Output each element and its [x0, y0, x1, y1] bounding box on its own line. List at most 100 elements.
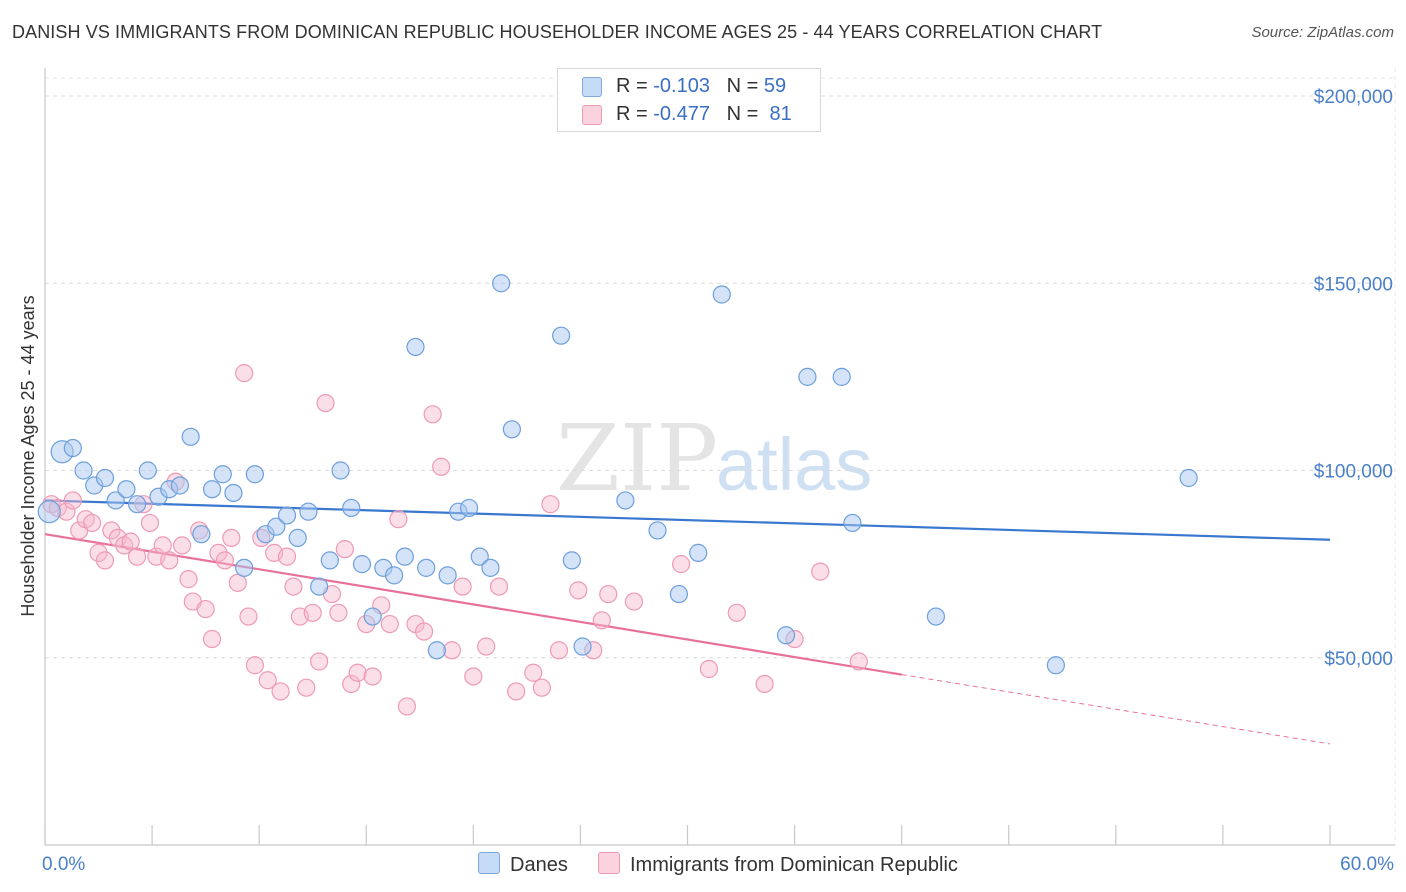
danes-point	[669, 584, 689, 604]
dominican-point	[172, 536, 192, 555]
dominican-point	[297, 678, 316, 697]
correlation-legend: R = -0.103 N = 59 R = -0.477 N = 81	[557, 68, 821, 132]
danes-point	[277, 506, 297, 525]
dominican-legend-swatch	[598, 852, 620, 874]
danes-point	[470, 547, 489, 566]
danes-point	[427, 641, 447, 660]
dominican-point	[477, 637, 496, 656]
dominican-point	[277, 547, 297, 566]
danes-swatch	[582, 77, 602, 97]
danes-point	[320, 551, 339, 570]
chart-title: DANISH VS IMMIGRANTS FROM DOMINICAN REPU…	[12, 22, 1103, 42]
legend-row-danes: R = -0.103 N = 59	[558, 73, 820, 101]
danes-point	[438, 566, 457, 585]
danes-point	[832, 367, 851, 386]
danes-point	[245, 465, 264, 484]
danes-point	[459, 498, 479, 518]
dominican-point	[727, 603, 746, 622]
danes-point	[299, 502, 318, 521]
legend-item-dominican: Immigrants from Dominican Republic	[598, 852, 958, 877]
danes-point	[342, 498, 361, 518]
dominican-point	[849, 652, 868, 671]
legend-row-dominican: R = -0.477 N = 81	[558, 101, 820, 129]
dominican-point	[414, 622, 434, 641]
dominican-point	[599, 584, 618, 604]
dominican-point	[89, 543, 108, 562]
danes-point	[395, 547, 414, 566]
dominican-point	[235, 364, 254, 383]
legend-r-label: R =	[616, 103, 654, 125]
dominican-point	[342, 674, 361, 694]
dominican-point	[140, 513, 160, 533]
dominican-point	[102, 521, 121, 540]
danes-point	[492, 274, 511, 293]
danes-point	[573, 637, 592, 656]
dominican-point	[699, 659, 719, 679]
series-legend: Danes Immigrants from Dominican Republic	[0, 852, 1406, 878]
danes-point	[926, 607, 946, 626]
dominican-point	[569, 581, 588, 600]
dominican-point	[592, 611, 611, 630]
dominican-point	[755, 674, 774, 694]
x-tick-label: 0.0%	[42, 854, 85, 875]
danes-point	[170, 476, 190, 495]
dominican-point	[127, 547, 147, 566]
dominican-point	[215, 551, 234, 570]
dominican-point	[271, 682, 290, 701]
dominican-point	[329, 603, 348, 622]
danes-point	[117, 480, 136, 499]
danes-point	[552, 326, 571, 345]
dominican-point	[363, 667, 382, 686]
dominican-point	[348, 663, 367, 682]
dominican-trend-line	[44, 533, 902, 676]
y-tick-label: $50,000	[1324, 649, 1393, 670]
danes-point	[95, 468, 115, 488]
danes-point	[352, 555, 372, 574]
dominican-point	[303, 603, 322, 622]
danes-point	[331, 461, 350, 480]
danes-point	[776, 626, 796, 645]
dominican-point	[453, 577, 472, 596]
dominican-point	[228, 573, 247, 592]
y-tick-label: $100,000	[1314, 462, 1393, 483]
danes-point	[363, 607, 382, 626]
dominican-point	[196, 599, 215, 619]
danes-point	[689, 543, 708, 562]
dominican-point	[423, 405, 442, 424]
danes-legend-label: Danes	[510, 854, 568, 876]
dominican-point	[310, 652, 329, 671]
danes-point	[202, 480, 222, 499]
danes-point	[192, 525, 211, 544]
dominican-point	[541, 495, 560, 514]
dominican-point	[549, 641, 569, 660]
legend-r-value: -0.103	[653, 75, 710, 97]
dominican-point	[95, 551, 115, 570]
dominican-point	[153, 536, 172, 555]
danes-point	[224, 483, 243, 503]
danes-point	[562, 551, 581, 570]
danes-point	[267, 517, 286, 536]
danes-point	[1179, 468, 1198, 488]
danes-point	[288, 528, 307, 548]
dominican-point	[397, 697, 417, 716]
dominican-point	[258, 671, 277, 690]
danes-point	[648, 521, 667, 540]
danes-point	[502, 420, 521, 439]
y-tick-label: $150,000	[1314, 274, 1393, 295]
danes-point	[181, 427, 200, 446]
y-tick-label: $200,000	[1314, 87, 1393, 108]
dominican-point	[160, 551, 179, 570]
dominican-point	[624, 592, 644, 611]
dominican-point	[209, 543, 228, 562]
dominican-point	[671, 555, 691, 574]
legend-item-danes: Danes	[478, 852, 568, 877]
danes-point	[1046, 656, 1065, 675]
legend-n-value: 81	[769, 103, 792, 125]
danes-legend-swatch	[478, 852, 500, 874]
danes-point	[310, 577, 329, 596]
dominican-point	[811, 562, 830, 581]
dominican-point	[335, 540, 354, 559]
danes-point	[63, 438, 82, 458]
danes-point	[213, 465, 232, 484]
legend-r-value: -0.477	[653, 103, 710, 125]
